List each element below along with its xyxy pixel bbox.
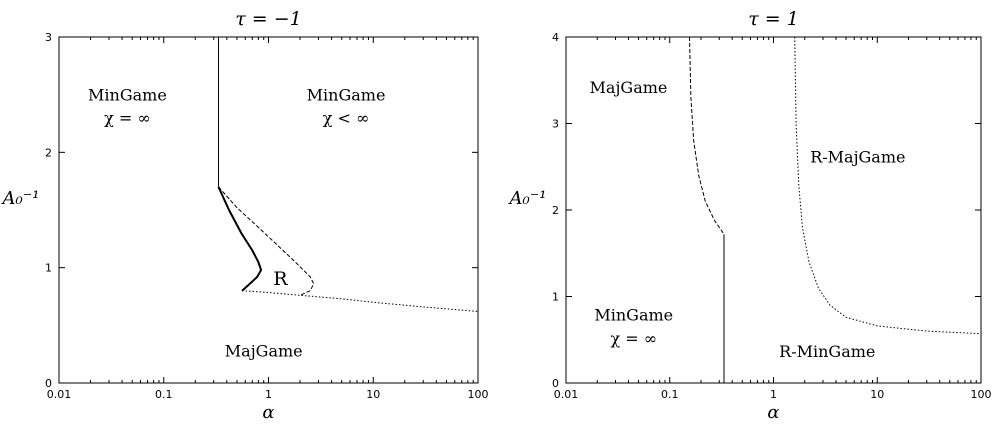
region-label: χ = ∞: [104, 109, 151, 128]
boundary-line-3: [218, 186, 315, 296]
x-tick-label: 0.01: [47, 388, 72, 401]
y-tick-label: 2: [552, 204, 559, 217]
region-label: R-MinGame: [779, 342, 875, 361]
y-tick-label: 1: [552, 291, 559, 304]
region-label: χ < ∞: [323, 109, 370, 128]
region-label: MajGame: [225, 341, 303, 360]
y-tick-label: 1: [45, 262, 52, 275]
y-axis-label: A₀⁻¹: [1, 188, 40, 209]
region-label: MinGame: [88, 85, 167, 104]
y-tick-label: 2: [45, 146, 52, 159]
region-label: MinGame: [307, 85, 386, 104]
x-tick-label: 100: [468, 388, 489, 401]
x-tick-label: 100: [971, 388, 992, 401]
y-tick-label: 0: [45, 377, 52, 390]
y-axis-label: A₀⁻¹: [508, 188, 547, 209]
boundary-line-4: [242, 290, 478, 312]
x-tick-label: 1: [265, 388, 272, 401]
x-tick-label: 0.1: [155, 388, 173, 401]
x-tick-label: 10: [870, 388, 884, 401]
y-tick-label: 4: [552, 31, 559, 44]
x-axis-label: α: [767, 402, 779, 423]
region-label: MinGame: [594, 306, 673, 325]
y-tick-label: 3: [552, 118, 559, 131]
region-label: R: [273, 268, 288, 290]
y-tick-label: 0: [552, 377, 559, 390]
x-tick-label: 1: [770, 388, 777, 401]
boundary-line-1: [689, 37, 725, 235]
region-label: χ = ∞: [610, 329, 657, 348]
chart-title: τ = 1: [748, 8, 799, 30]
y-tick-label: 3: [45, 31, 52, 44]
x-tick-label: 0.1: [661, 388, 679, 401]
region-label: MajGame: [590, 78, 668, 97]
x-tick-label: 10: [366, 388, 380, 401]
x-axis-label: α: [262, 402, 274, 423]
chart-panel-2: 0.01 0.1 1 10 100 0 1 2 3 4 τ = 1 α A₀⁻¹ MajGame R-Maj…: [508, 8, 992, 423]
boundary-line-2: [217, 186, 263, 292]
chart-panel-1: 0.01 0.1 1 10 100 0 1 2 3 τ = −1 α A₀⁻¹ MinGame χ = ∞…: [1, 8, 489, 423]
chart-title: τ = −1: [235, 8, 302, 30]
region-label: R-MajGame: [810, 147, 905, 166]
boundary-line-3: [794, 37, 981, 335]
x-tick-label: 0.01: [554, 388, 579, 401]
